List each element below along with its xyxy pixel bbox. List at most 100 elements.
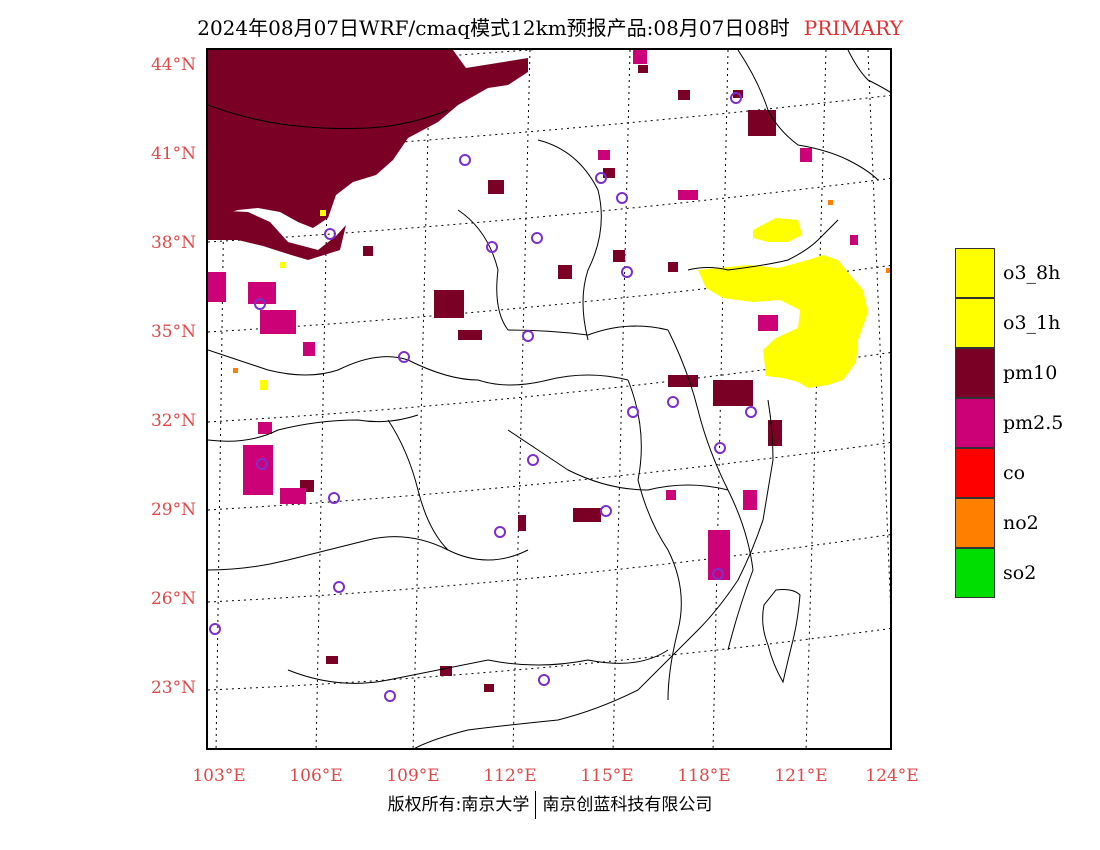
station-marker	[730, 92, 742, 104]
station-marker	[333, 581, 345, 593]
map-canvas	[208, 50, 890, 748]
pm10-patch	[748, 110, 776, 136]
map-frame	[206, 48, 892, 750]
copyright-left: 版权所有:南京大学	[387, 795, 530, 815]
legend-swatch-no2	[955, 498, 995, 548]
lon-label-118: 118°E	[677, 766, 731, 786]
boundaries	[208, 50, 890, 748]
boundary-line	[507, 325, 669, 336]
station-marker	[527, 454, 539, 466]
lon-label-124: 124°E	[865, 766, 919, 786]
pm25-patch	[248, 282, 276, 304]
station-marker	[595, 172, 607, 184]
station-marker	[522, 330, 534, 342]
station-marker	[494, 526, 506, 538]
pm25-patch	[243, 445, 273, 495]
boundary-line	[507, 429, 729, 491]
station-marker	[600, 505, 612, 517]
pm25-patch	[678, 190, 698, 200]
station-marker	[384, 690, 396, 702]
station-marker	[486, 241, 498, 253]
pm10-patch	[678, 90, 690, 100]
legend-swatch-co	[955, 448, 995, 498]
pm10-patch	[440, 666, 452, 676]
pm25-regions	[208, 50, 858, 580]
pm10-patch	[558, 265, 572, 279]
gridline-lon-115	[612, 50, 631, 748]
pm25-patch	[303, 342, 315, 356]
pm10-patch	[458, 330, 482, 340]
legend-label-co: co	[1003, 462, 1026, 484]
boundary-line	[457, 209, 509, 331]
coastline	[737, 50, 879, 181]
legend-swatch-pm10	[955, 348, 995, 398]
pm25-patch	[758, 315, 778, 331]
gridline-lat-38	[208, 178, 890, 243]
pm25-patch	[708, 530, 730, 580]
station-marker	[398, 351, 410, 363]
legend-swatch-o3-8h	[955, 248, 995, 298]
korea-coast	[847, 50, 890, 93]
pm25-patch	[633, 50, 647, 64]
station-marker	[538, 674, 550, 686]
lon-label-109: 109°E	[386, 766, 440, 786]
lat-label-44: 44°N	[150, 55, 196, 75]
station-marker	[531, 232, 543, 244]
pm25-patch	[260, 310, 296, 334]
o3-patch	[320, 210, 326, 216]
boundary-line	[208, 414, 419, 442]
legend-label-o3-1h: o3_1h	[1003, 312, 1061, 334]
boundary-line	[287, 649, 669, 684]
copyright-right: 南京创蓝科技有限公司	[542, 795, 713, 815]
boundary-line	[387, 419, 529, 561]
map-title-text: 2024年08月07日WRF/cmaq模式12km预报产品:08月07日08时	[197, 16, 790, 40]
gridline-lat-29	[208, 442, 890, 511]
gridline-lat-26	[208, 534, 890, 603]
boundary-line	[537, 139, 602, 341]
boundary-line	[208, 349, 629, 386]
station-marker	[714, 442, 726, 454]
gridline-lon-109	[412, 50, 431, 748]
pm10-patch	[638, 65, 648, 73]
primary-tag: PRIMARY	[803, 16, 903, 40]
pm25-patch	[850, 235, 858, 245]
pm10-patch	[484, 684, 494, 692]
o3-region-shandong-jiangsu	[698, 255, 868, 388]
lon-label-121: 121°E	[774, 766, 828, 786]
lat-label-41: 41°N	[150, 144, 196, 164]
lon-label-115: 115°E	[580, 766, 634, 786]
pm25-patch	[666, 490, 676, 500]
lat-label-32: 32°N	[150, 411, 196, 431]
boundary-line	[627, 379, 682, 701]
station-marker	[254, 298, 266, 310]
lat-label-35: 35°N	[150, 322, 196, 342]
lat-label-26: 26°N	[150, 589, 196, 609]
pm10-region-band	[208, 210, 346, 260]
station-marker	[328, 492, 340, 504]
gridline-lat-35	[208, 265, 890, 333]
pm25-patch	[258, 422, 272, 434]
pm10-patch	[518, 515, 526, 531]
pm10-region-northwest	[208, 50, 528, 228]
station-marker	[667, 396, 679, 408]
pm10-patch	[768, 420, 782, 446]
pm25-patch	[800, 148, 812, 162]
gridline-lat-32	[208, 352, 890, 423]
lon-label-103: 103°E	[192, 766, 246, 786]
pm25-patch	[208, 272, 226, 302]
pm25-patch	[280, 488, 306, 504]
lat-label-29: 29°N	[150, 500, 196, 520]
legend-label-o3-8h: o3_8h	[1003, 262, 1061, 284]
station-marker	[627, 406, 639, 418]
o3-regions	[260, 210, 868, 390]
map-title: 2024年08月07日WRF/cmaq模式12km预报产品:08月07日08时 P…	[0, 12, 1100, 41]
lat-label-23: 23°N	[150, 678, 196, 698]
pm10-patch	[668, 375, 698, 387]
pm10-patch	[363, 246, 373, 256]
legend-swatch-so2	[955, 548, 995, 598]
station-marker	[209, 623, 221, 635]
lon-label-112: 112°E	[483, 766, 537, 786]
o3-patch	[260, 380, 268, 390]
legend-label-so2: so2	[1003, 562, 1037, 584]
station-markers	[209, 92, 757, 702]
